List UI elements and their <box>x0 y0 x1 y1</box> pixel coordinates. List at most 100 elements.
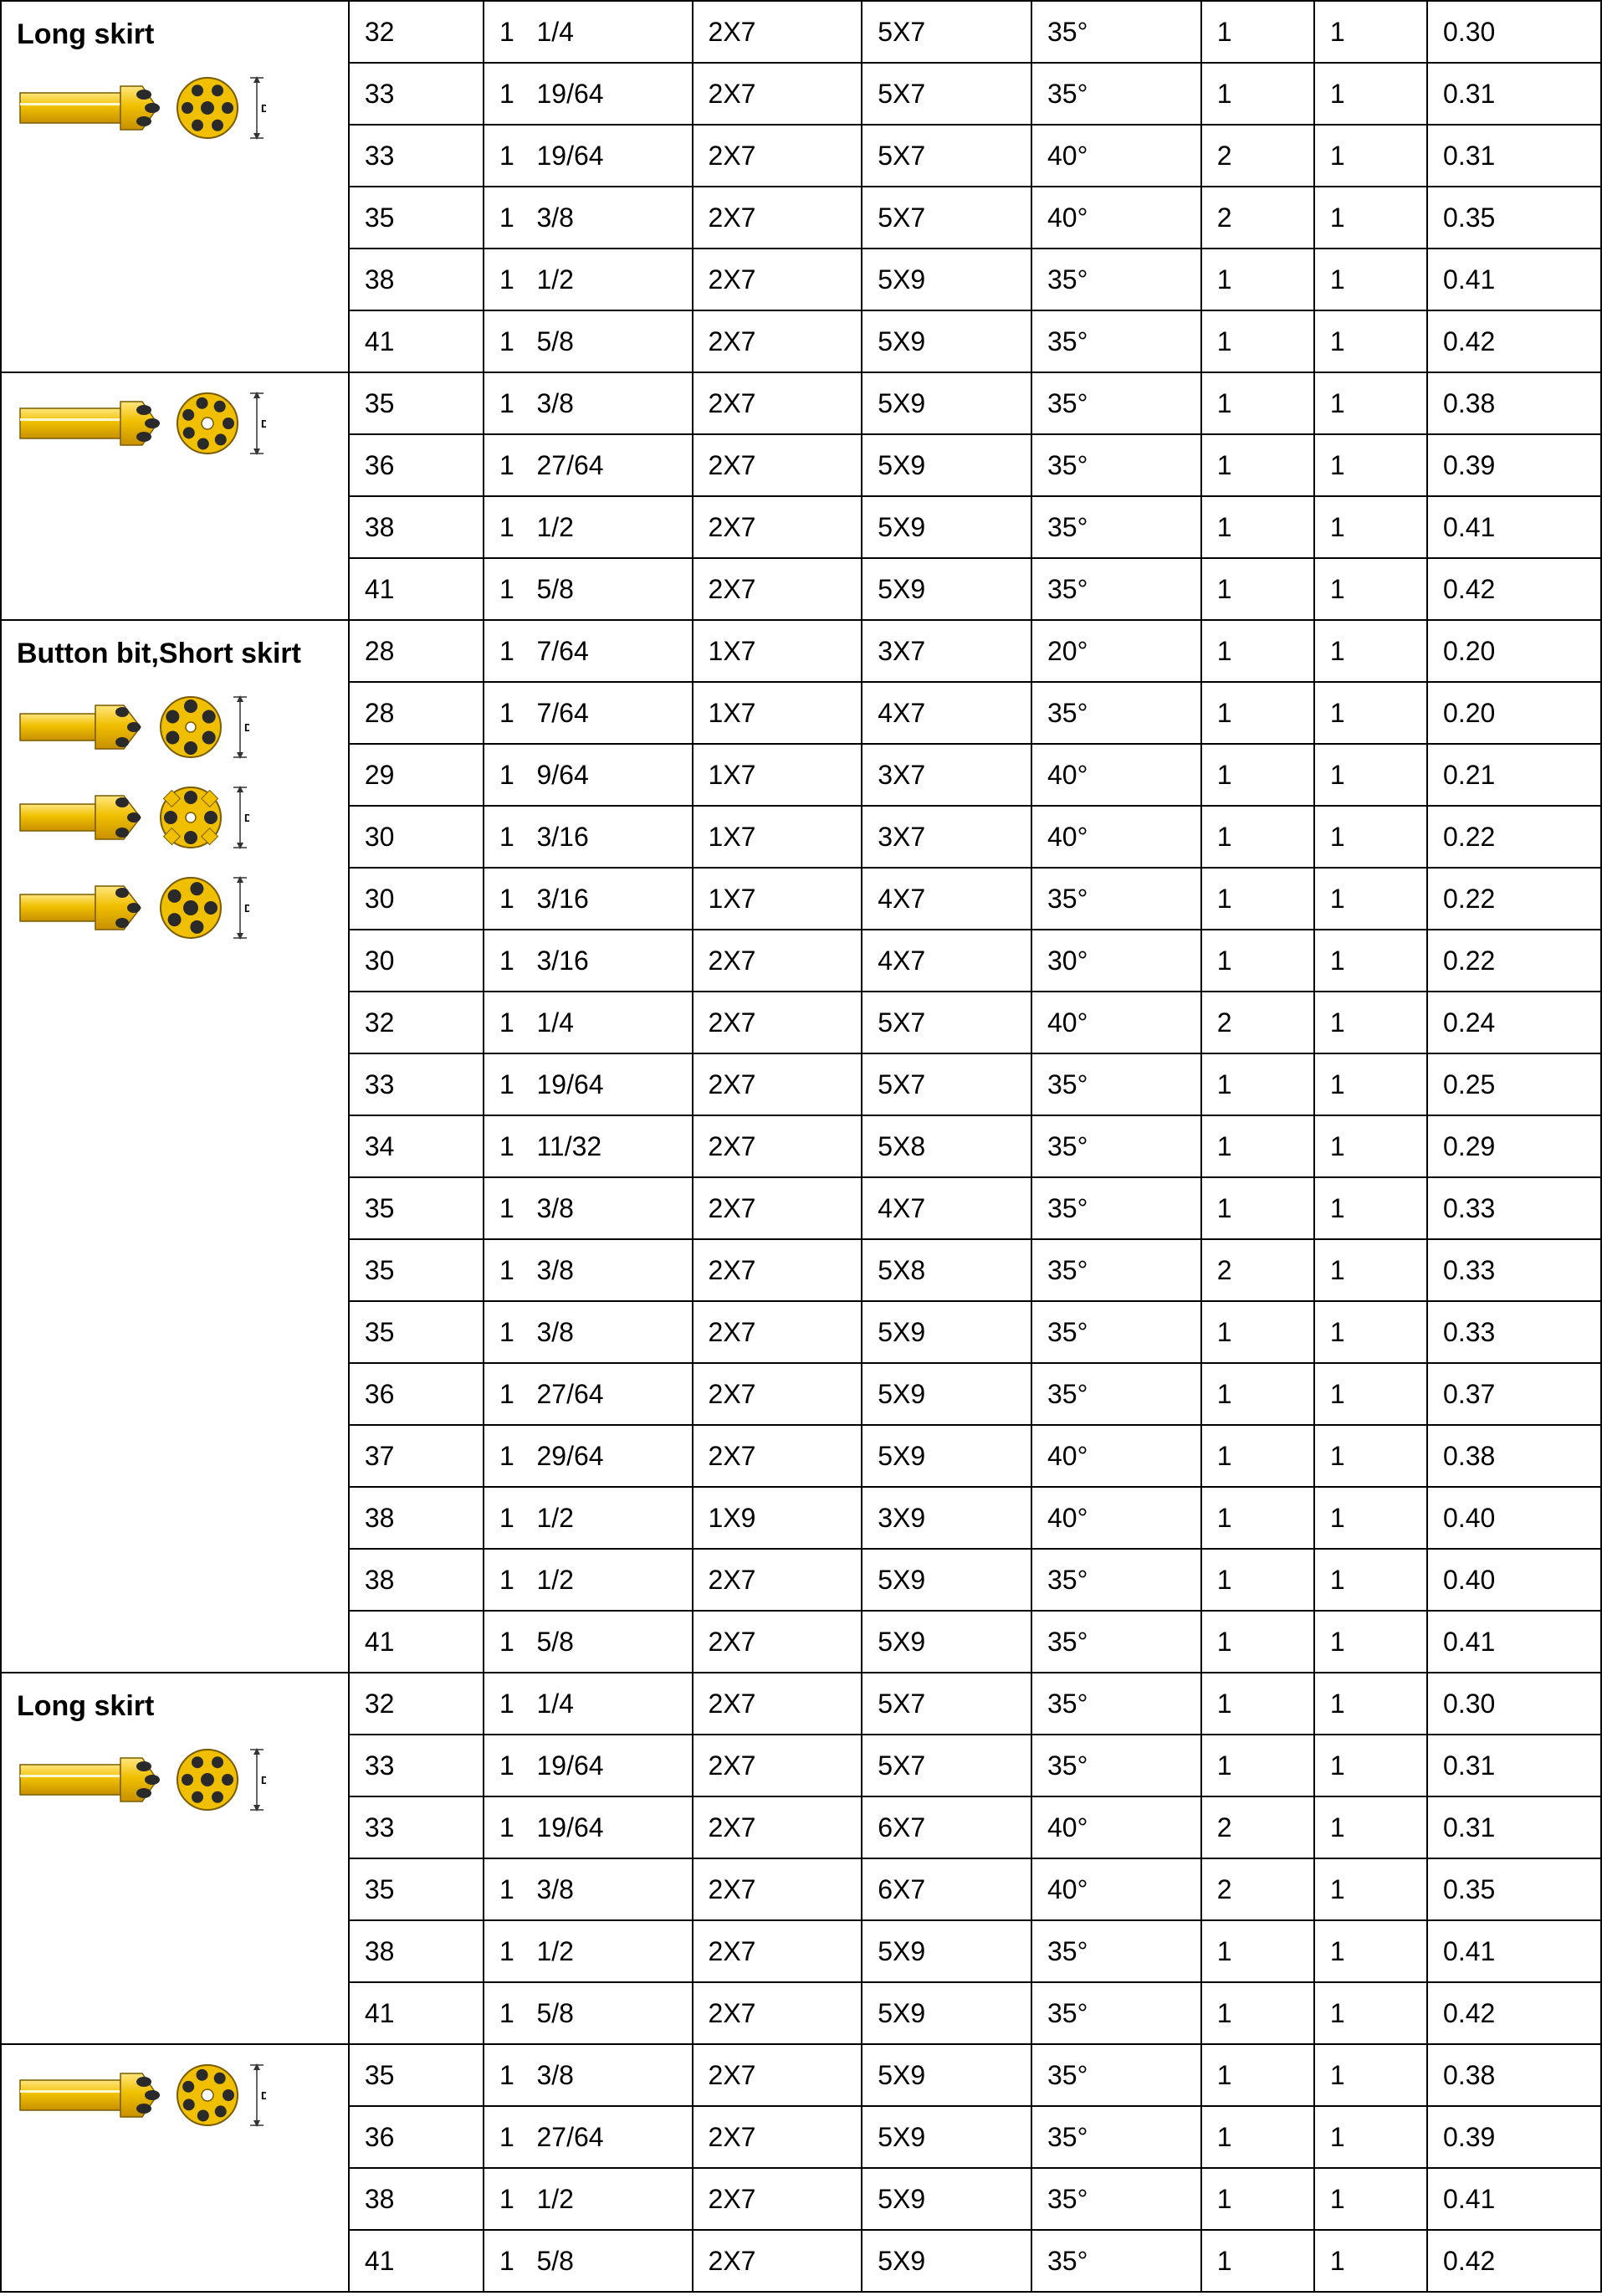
col-c3: 2X7 <box>693 187 862 249</box>
col-c5: 35° <box>1031 682 1201 744</box>
col-c3: 2X7 <box>693 125 862 187</box>
col-c4: 4X7 <box>862 682 1031 744</box>
col-c8: 0.33 <box>1427 1301 1601 1363</box>
col-diameter-in: 1 3/8 <box>484 1239 693 1301</box>
svg-text:D: D <box>244 812 249 824</box>
col-c7: 1 <box>1314 2044 1427 2106</box>
col-c7: 1 <box>1314 1177 1427 1239</box>
col-diameter-mm: 33 <box>349 1796 484 1858</box>
col-c7: 1 <box>1314 1301 1427 1363</box>
col-c8: 0.24 <box>1427 992 1601 1053</box>
col-c3: 2X7 <box>693 2230 862 2292</box>
col-c3: 2X7 <box>693 558 862 620</box>
col-c4: 5X9 <box>862 1425 1031 1487</box>
col-c7: 1 <box>1314 1053 1427 1115</box>
col-c6: 1 <box>1201 1177 1314 1239</box>
col-diameter-in: 1 11/32 <box>484 1115 693 1177</box>
col-c5: 30° <box>1031 930 1201 992</box>
col-c4: 4X7 <box>862 868 1031 930</box>
col-c7: 1 <box>1314 1115 1427 1177</box>
col-c6: 1 <box>1201 1611 1314 1673</box>
col-c7: 1 <box>1314 930 1427 992</box>
col-c4: 5X9 <box>862 2106 1031 2168</box>
col-diameter-in: 1 5/8 <box>484 2230 693 2292</box>
col-c3: 2X7 <box>693 992 862 1053</box>
col-c8: 0.41 <box>1427 1920 1601 1982</box>
section-label-cell: D <box>1 372 349 620</box>
col-c4: 5X7 <box>862 1673 1031 1735</box>
col-diameter-in: 1 19/64 <box>484 125 693 187</box>
col-diameter-in: 1 1/2 <box>484 496 693 558</box>
col-diameter-in: 1 3/8 <box>484 1177 693 1239</box>
col-c5: 35° <box>1031 1611 1201 1673</box>
col-c5: 35° <box>1031 2168 1201 2230</box>
col-c5: 35° <box>1031 1 1201 63</box>
col-c5: 35° <box>1031 496 1201 558</box>
svg-text:D: D <box>261 1774 266 1786</box>
col-diameter-mm: 35 <box>349 2044 484 2106</box>
col-diameter-in: 1 7/64 <box>484 682 693 744</box>
col-c7: 1 <box>1314 63 1427 125</box>
col-c6: 1 <box>1201 868 1314 930</box>
col-diameter-mm: 41 <box>349 1982 484 2044</box>
col-c4: 4X7 <box>862 930 1031 992</box>
table-row: Button bit,Short skirt D <box>1 620 1601 682</box>
col-c5: 35° <box>1031 63 1201 125</box>
col-c6: 1 <box>1201 372 1314 434</box>
col-c6: 2 <box>1201 187 1314 249</box>
col-c8: 0.22 <box>1427 806 1601 868</box>
svg-text:D: D <box>244 721 249 734</box>
col-c7: 1 <box>1314 1982 1427 2044</box>
col-c6: 2 <box>1201 1796 1314 1858</box>
col-diameter-in: 1 5/8 <box>484 558 693 620</box>
col-c3: 2X7 <box>693 1239 862 1301</box>
col-c3: 2X7 <box>693 1 862 63</box>
col-c5: 40° <box>1031 992 1201 1053</box>
col-c4: 5X9 <box>862 1549 1031 1611</box>
col-c8: 0.30 <box>1427 1673 1601 1735</box>
col-c3: 2X7 <box>693 63 862 125</box>
col-c5: 40° <box>1031 1487 1201 1549</box>
col-c6: 2 <box>1201 125 1314 187</box>
col-diameter-in: 1 1/2 <box>484 249 693 310</box>
col-c4: 5X9 <box>862 1982 1031 2044</box>
col-c3: 2X7 <box>693 1858 862 1920</box>
section-label-cell: Long skirt D <box>1 1 349 372</box>
col-c6: 1 <box>1201 1735 1314 1796</box>
col-c8: 0.35 <box>1427 187 1601 249</box>
col-c4: 5X9 <box>862 558 1031 620</box>
col-c5: 35° <box>1031 434 1201 496</box>
col-c7: 1 <box>1314 1858 1427 1920</box>
col-c4: 5X7 <box>862 1735 1031 1796</box>
col-c5: 35° <box>1031 310 1201 372</box>
col-c3: 2X7 <box>693 1920 862 1982</box>
col-c8: 0.41 <box>1427 2168 1601 2230</box>
section-label-cell: Long skirt D <box>1 1673 349 2044</box>
col-c7: 1 <box>1314 125 1427 187</box>
col-c8: 0.38 <box>1427 372 1601 434</box>
col-c3: 2X7 <box>693 1177 862 1239</box>
col-c3: 2X7 <box>693 1363 862 1425</box>
col-diameter-in: 1 5/8 <box>484 310 693 372</box>
col-diameter-in: 1 7/64 <box>484 620 693 682</box>
col-c4: 5X9 <box>862 1301 1031 1363</box>
col-c3: 1X9 <box>693 1487 862 1549</box>
col-c5: 35° <box>1031 1239 1201 1301</box>
col-c8: 0.31 <box>1427 125 1601 187</box>
col-c3: 2X7 <box>693 1673 862 1735</box>
col-c4: 5X9 <box>862 249 1031 310</box>
col-c4: 5X9 <box>862 372 1031 434</box>
col-c5: 35° <box>1031 1301 1201 1363</box>
table-row: D 351 3/82X75X935°110.38 <box>1 372 1601 434</box>
col-diameter-in: 1 19/64 <box>484 63 693 125</box>
col-c6: 1 <box>1201 434 1314 496</box>
col-c4: 4X7 <box>862 1177 1031 1239</box>
col-c5: 35° <box>1031 1363 1201 1425</box>
col-c8: 0.37 <box>1427 1363 1601 1425</box>
col-c3: 2X7 <box>693 930 862 992</box>
col-c5: 35° <box>1031 558 1201 620</box>
col-c3: 2X7 <box>693 1735 862 1796</box>
col-c6: 1 <box>1201 249 1314 310</box>
col-c4: 5X9 <box>862 1611 1031 1673</box>
col-c3: 1X7 <box>693 682 862 744</box>
